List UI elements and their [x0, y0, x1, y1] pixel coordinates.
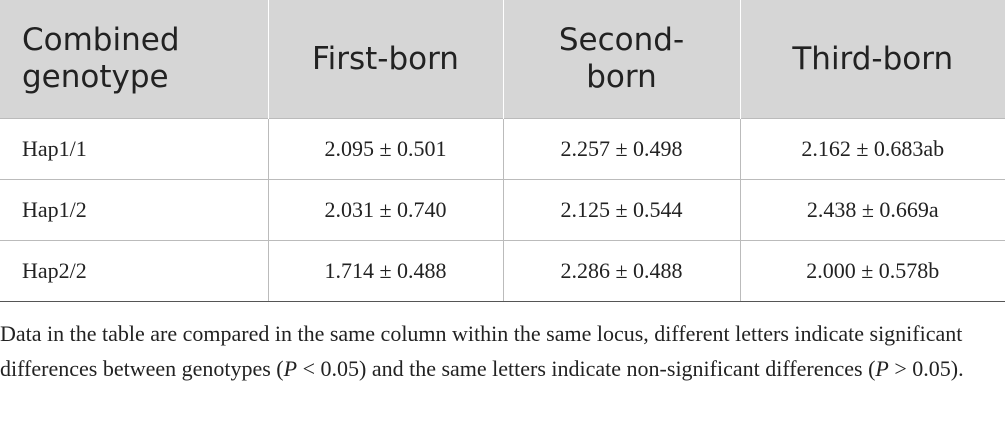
value-cell: 1.714 ± 0.488: [267, 240, 503, 302]
header-cell: First-born: [267, 0, 503, 119]
value-cell: 2.286 ± 0.488: [502, 240, 740, 302]
value-cell: 2.438 ± 0.669a: [739, 179, 1005, 241]
header-cell: Third-born: [739, 0, 1005, 119]
header-text: Combined genotype: [22, 22, 180, 95]
value-cell: 2.162 ± 0.683ab: [739, 118, 1005, 180]
footnote-symbol: P: [875, 356, 889, 381]
table-row: Hap2/2 1.714 ± 0.488 2.286 ± 0.488 2.000 ± …: [0, 240, 1005, 302]
table-row: Hap1/2 2.031 ± 0.740 2.125 ± 0.544 2.438 ± …: [0, 179, 1005, 241]
table-body: Hap1/1 2.095 ± 0.501 2.257 ± 0.498 2.162 ± …: [0, 118, 1005, 302]
data-table: Combined genotype First-born Second-born Th…: [0, 0, 1005, 302]
footnote-text: < 0.05) and the same letters indicate no…: [297, 356, 876, 381]
header-row: Combined genotype First-born Second-born Th…: [0, 0, 1005, 119]
value-cell: 2.257 ± 0.498: [502, 118, 740, 180]
header-text: First-born: [312, 40, 459, 77]
value-cell: 2.031 ± 0.740: [267, 179, 503, 241]
genotype-cell: Hap1/2: [0, 179, 268, 241]
footnote-text: Data in the table are compared in the sa…: [0, 321, 963, 381]
footnote-symbol: P: [283, 356, 298, 381]
value-cell: 2.000 ± 0.578b: [739, 240, 1005, 302]
value-cell: 2.095 ± 0.501: [267, 118, 503, 180]
header-cell: Combined genotype: [0, 0, 268, 119]
genotype-cell: Hap1/1: [0, 118, 268, 180]
footnote-text: > 0.05).: [888, 356, 964, 381]
header-text: Second-born: [558, 22, 685, 95]
footnote: Data in the table are compared in the sa…: [0, 302, 1005, 386]
genotype-cell: Hap2/2: [0, 240, 268, 302]
header-text: Third-born: [792, 40, 954, 77]
header-cell: Second-born: [502, 0, 740, 119]
value-cell: 2.125 ± 0.544: [502, 179, 740, 241]
table-row: Hap1/1 2.095 ± 0.501 2.257 ± 0.498 2.162 ± …: [0, 118, 1005, 180]
